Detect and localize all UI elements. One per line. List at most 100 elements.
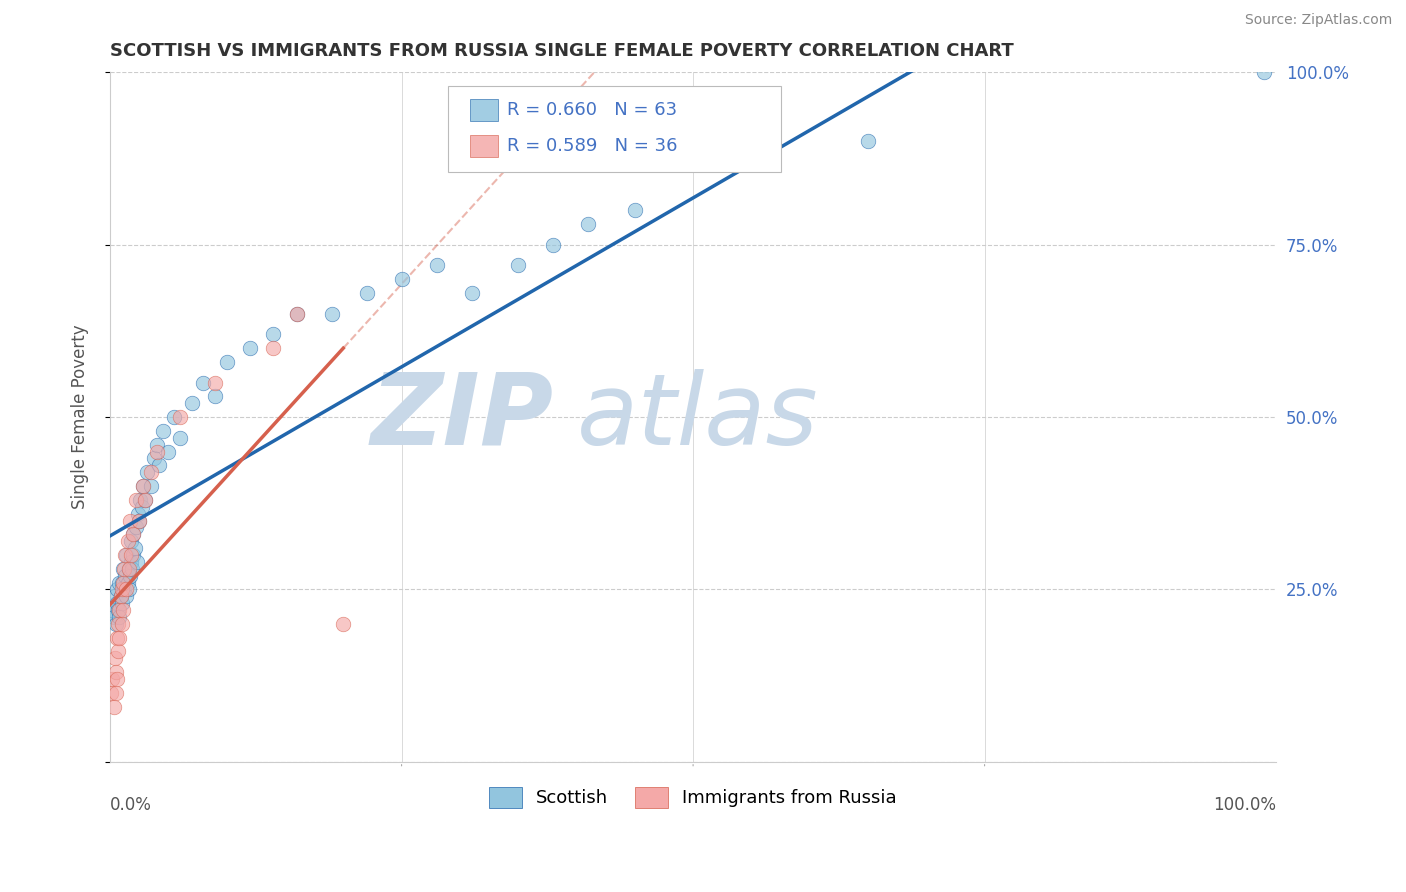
Point xyxy=(145,438,167,452)
Point xyxy=(101,603,124,617)
Point xyxy=(104,651,127,665)
Point xyxy=(129,492,152,507)
Point xyxy=(132,479,155,493)
Point xyxy=(157,444,180,458)
Point xyxy=(143,451,166,466)
Point xyxy=(131,500,153,514)
Point xyxy=(285,307,308,321)
Point xyxy=(127,507,149,521)
Point xyxy=(193,376,215,390)
Point xyxy=(239,341,262,355)
Y-axis label: Single Female Poverty: Single Female Poverty xyxy=(72,325,89,509)
Point xyxy=(122,527,145,541)
Text: atlas: atlas xyxy=(576,368,818,466)
Point xyxy=(107,616,129,631)
Point xyxy=(111,616,134,631)
Point xyxy=(111,562,134,576)
Point xyxy=(285,307,308,321)
Text: ZIP: ZIP xyxy=(370,368,553,466)
Point xyxy=(128,514,150,528)
Point xyxy=(111,596,134,610)
Point xyxy=(576,217,599,231)
Point xyxy=(112,582,135,597)
Point xyxy=(108,610,131,624)
Point xyxy=(111,603,134,617)
Point xyxy=(508,259,530,273)
Point xyxy=(108,575,131,590)
Point xyxy=(104,616,127,631)
Point xyxy=(110,590,132,604)
Point xyxy=(134,492,156,507)
Text: Source: ZipAtlas.com: Source: ZipAtlas.com xyxy=(1244,13,1392,28)
Point xyxy=(108,603,131,617)
Point xyxy=(1253,65,1275,79)
Point xyxy=(115,582,138,597)
Point xyxy=(118,514,141,528)
Point xyxy=(112,562,135,576)
FancyBboxPatch shape xyxy=(471,99,498,121)
Point xyxy=(125,520,148,534)
Point xyxy=(107,644,129,658)
Point xyxy=(262,341,284,355)
Point xyxy=(128,514,150,528)
Point xyxy=(111,575,134,590)
Point xyxy=(623,203,645,218)
FancyBboxPatch shape xyxy=(449,87,780,172)
Point xyxy=(163,410,186,425)
Point xyxy=(114,548,136,562)
Point xyxy=(108,631,131,645)
Point xyxy=(103,610,125,624)
Point xyxy=(120,548,142,562)
Point xyxy=(105,631,128,645)
Point xyxy=(110,590,132,604)
Point xyxy=(114,568,136,582)
Point xyxy=(101,672,124,686)
Point xyxy=(122,527,145,541)
Text: R = 0.589   N = 36: R = 0.589 N = 36 xyxy=(506,137,678,155)
Point xyxy=(148,458,170,473)
Point xyxy=(104,665,127,680)
Point xyxy=(391,272,413,286)
Text: R = 0.660   N = 63: R = 0.660 N = 63 xyxy=(506,101,676,119)
Point xyxy=(215,355,238,369)
Point xyxy=(120,534,142,549)
Point xyxy=(425,259,447,273)
Point xyxy=(105,596,128,610)
Point xyxy=(105,672,128,686)
Point xyxy=(125,492,148,507)
Point xyxy=(124,541,146,555)
Point xyxy=(204,376,226,390)
Point xyxy=(117,575,139,590)
Point xyxy=(136,465,159,479)
Point xyxy=(103,699,125,714)
Point xyxy=(262,327,284,342)
Point xyxy=(125,555,148,569)
Point xyxy=(118,562,141,576)
Point xyxy=(332,616,354,631)
Legend: Scottish, Immigrants from Russia: Scottish, Immigrants from Russia xyxy=(482,780,904,814)
Point xyxy=(115,548,138,562)
Point xyxy=(169,410,191,425)
Point xyxy=(145,444,167,458)
Point xyxy=(115,590,138,604)
Point xyxy=(180,396,202,410)
Point xyxy=(104,686,127,700)
Point xyxy=(169,431,191,445)
Point xyxy=(152,424,174,438)
Point xyxy=(856,134,879,148)
Point xyxy=(134,492,156,507)
Point xyxy=(120,555,142,569)
Point xyxy=(541,237,564,252)
FancyBboxPatch shape xyxy=(471,136,498,157)
Point xyxy=(139,479,162,493)
Point xyxy=(105,582,128,597)
Point xyxy=(118,582,141,597)
Point xyxy=(740,148,762,162)
Point xyxy=(460,285,482,300)
Text: 100.0%: 100.0% xyxy=(1213,797,1277,814)
Text: 0.0%: 0.0% xyxy=(110,797,152,814)
Point xyxy=(100,686,122,700)
Point xyxy=(121,562,143,576)
Point xyxy=(118,568,141,582)
Point xyxy=(117,534,139,549)
